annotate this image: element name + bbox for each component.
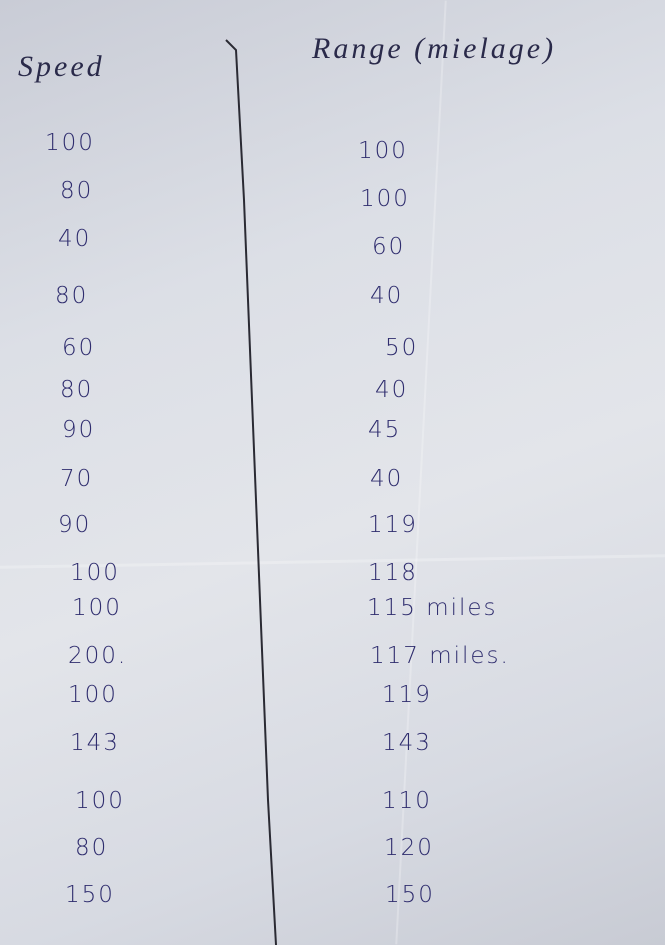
divider-line [225,39,277,945]
range-cell: 150 [385,882,435,908]
range-cell: 40 [375,377,409,403]
range-cell: 100 [360,186,410,212]
speed-cell: 100 [70,560,120,586]
range-cell: 117 miles. [370,643,510,669]
speed-cell: 80 [55,283,89,309]
range-cell: 100 [358,138,408,164]
column-header: Speed [18,50,105,83]
speed-cell: 143 [70,730,120,756]
speed-cell: 40 [58,226,92,252]
range-cell: 60 [372,234,406,260]
range-cell: 50 [385,335,419,361]
range-cell: 119 [382,682,432,708]
speed-cell: 100 [45,130,95,156]
range-cell: 110 [382,788,432,814]
speed-cell: 90 [58,512,92,538]
speed-cell: 100 [68,682,118,708]
speed-cell: 90 [62,417,96,443]
range-cell: 40 [370,466,404,492]
speed-cell: 70 [60,466,94,492]
range-cell: 45 [368,417,402,443]
column-header: Range (mielage) [312,32,557,65]
range-cell: 119 [368,512,418,538]
range-cell: 40 [370,283,404,309]
range-cell: 143 [382,730,432,756]
speed-cell: 200. [68,643,128,669]
range-cell: 115 miles [367,595,498,621]
speed-cell: 80 [75,835,109,861]
speed-cell: 80 [60,178,94,204]
speed-cell: 60 [62,335,96,361]
speed-cell: 100 [75,788,125,814]
range-cell: 120 [384,835,434,861]
range-cell: 118 [368,560,418,586]
speed-cell: 150 [65,882,115,908]
speed-cell: 80 [60,377,94,403]
speed-cell: 100 [72,595,122,621]
